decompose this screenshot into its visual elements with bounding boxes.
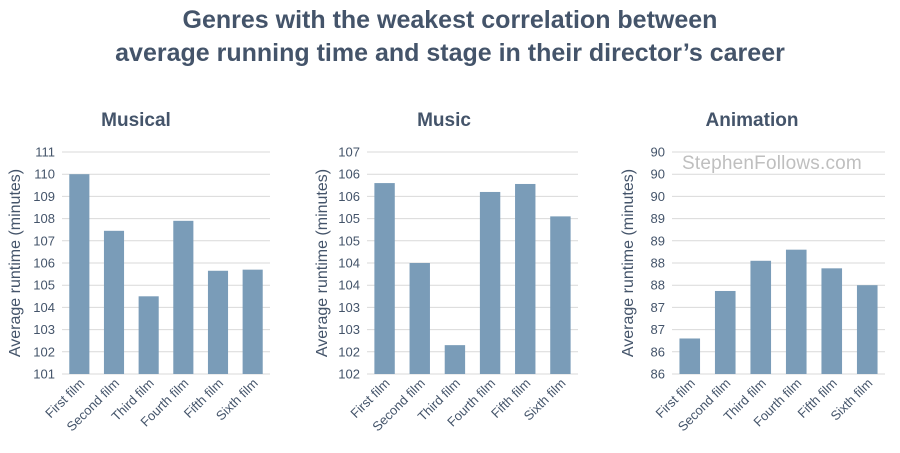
chart-2-bar [479, 191, 501, 374]
chart-2-bar [374, 183, 395, 374]
chart-3-y-tick-label: 88 [651, 256, 665, 271]
chart-3-y-tick-label: 89 [651, 211, 665, 226]
chart-1-y-tick-label: 111 [35, 145, 55, 160]
chart-2-y-tick-label: 103 [338, 322, 360, 337]
chart-1-bar [207, 270, 229, 374]
chart-2-bar [550, 216, 571, 374]
chart-2-y-tick-label: 105 [338, 233, 360, 248]
chart-2-y-tick-label: 106 [338, 167, 360, 182]
chart-3-y-tick-label: 88 [651, 278, 665, 293]
chart-3-bar [679, 338, 701, 374]
chart-1-bar [103, 230, 125, 374]
main-title-line-2: average running time and stage in their … [115, 39, 785, 67]
chart-1-y-tick-label: 105 [33, 278, 55, 293]
chart-3-bar [821, 268, 843, 374]
chart-2-y-tick-label: 102 [338, 344, 360, 359]
chart-3-bar [714, 290, 736, 374]
main-title-line-1: Genres with the weakest correlation betw… [182, 6, 718, 34]
chart-2-y-tick-label: 106 [338, 189, 360, 204]
chart-2-bar [444, 345, 466, 374]
chart-2-bar [515, 183, 536, 374]
chart-1-y-tick-label: 110 [34, 167, 55, 182]
chart-1-y-axis-label: Average runtime (minutes) [7, 169, 24, 357]
main-title: Genres with the weakest correlation betw… [0, 4, 900, 70]
chart-1-title: Musical [101, 110, 171, 131]
chart-1-bar [138, 296, 159, 374]
chart-3-bar [785, 249, 807, 374]
chart-2-title: Music [417, 110, 471, 131]
chart-2-y-tick-label: 104 [338, 256, 360, 271]
chart-2-y-tick-label: 105 [338, 211, 360, 226]
chart-3-y-tick-label: 90 [651, 189, 665, 204]
chart-1-y-tick-label: 106 [33, 256, 55, 271]
chart-1-y-tick-label: 102 [33, 344, 55, 359]
chart-2-y-tick-label: 104 [338, 278, 360, 293]
chart-3-y-tick-label: 89 [651, 233, 665, 248]
chart-3-bar [750, 260, 772, 374]
chart-3-y-tick-label: 90 [651, 167, 665, 182]
chart-2-y-tick-label: 107 [338, 145, 360, 160]
chart-1-y-tick-label: 104 [33, 300, 55, 315]
chart-1-bar [69, 174, 90, 374]
chart-3-bar [856, 285, 878, 374]
chart-3-y-tick-label: 86 [651, 367, 665, 382]
chart-1-y-tick-label: 108 [33, 211, 55, 226]
chart-3-title: Animation [706, 110, 799, 131]
watermark: StephenFollows.com [682, 153, 862, 174]
chart-1-bar [173, 220, 194, 374]
chart-3-y-tick-label: 87 [651, 322, 665, 337]
chart-1-y-tick-label: 109 [33, 189, 55, 204]
chart-2-y-axis-label: Average runtime (minutes) [314, 169, 331, 357]
chart-1-y-tick-label: 107 [33, 233, 55, 248]
chart-3-y-tick-label: 90 [651, 145, 665, 160]
chart-1-y-tick-label: 101 [33, 367, 55, 382]
chart-2-bar [409, 263, 430, 374]
chart-3-y-tick-label: 87 [651, 300, 665, 315]
chart-2-y-tick-label: 102 [338, 367, 360, 382]
chart-1-bar [242, 269, 263, 374]
chart-2-y-tick-label: 103 [338, 300, 360, 315]
chart-1-y-tick-label: 103 [33, 322, 55, 337]
chart-3-y-axis-label: Average runtime (minutes) [620, 169, 637, 357]
chart-3-y-tick-label: 86 [651, 344, 665, 359]
